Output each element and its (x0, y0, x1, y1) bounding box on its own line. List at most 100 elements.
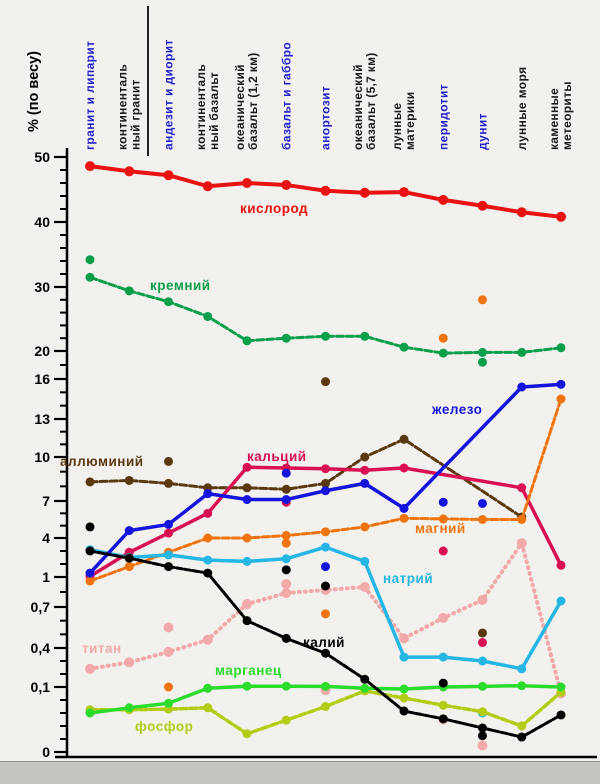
series-dot-калий (478, 723, 487, 733)
y-tick-label: 13 (34, 411, 50, 427)
series-dot-марганец (85, 708, 95, 718)
y-tick-label: 0,1 (31, 679, 51, 695)
category-label-line1: континенталь (115, 64, 129, 150)
series-dot-фосфор (478, 707, 487, 717)
series-dot-магний (556, 394, 566, 404)
series-label-титан: титан (82, 641, 122, 656)
y-tick-label: 0,7 (31, 599, 51, 615)
series-dot-магний (438, 514, 448, 524)
category-label: гранит и липарит (83, 41, 97, 150)
category-label-line2: базальт (1,2 км) (246, 52, 260, 150)
series-dot-фосфор (399, 693, 409, 703)
series-dot-кислород (556, 211, 566, 222)
category-label-line1: океанический (233, 64, 247, 150)
series-dot-натрий (203, 555, 213, 565)
series-label-марганец: марганец (215, 663, 282, 678)
series-label-магний: магний (415, 521, 466, 536)
series-dot-кислород (242, 178, 252, 188)
series-dot-аллюминий (399, 434, 409, 444)
series-dot-кальций (360, 465, 370, 475)
series-label-кислород: кислород (240, 201, 308, 216)
series-dot-титан (516, 538, 527, 549)
series-dot-кислород (320, 185, 331, 196)
scatter-dot-аллюминий (478, 628, 487, 638)
scatter-dot-магний (478, 295, 487, 305)
series-dot-кислород (124, 166, 135, 177)
series-dot-натрий (321, 542, 330, 552)
series-dot-магний (242, 533, 252, 543)
series-label-железо: железо (431, 402, 482, 417)
series-dot-магний (85, 576, 95, 586)
scatter-dot-титан (477, 740, 488, 751)
series-dot-калий (203, 568, 213, 578)
series-label-кремний: кремний (150, 278, 211, 293)
series-dot-кремний (556, 343, 566, 353)
series-label-фосфор: фосфор (135, 719, 193, 734)
series-dot-марганец (321, 681, 330, 691)
series-dot-кислород (516, 207, 527, 218)
series-dot-кремний (85, 272, 95, 282)
series-dot-кислород (477, 200, 488, 211)
scatter-dot-магний (164, 682, 173, 692)
series-dot-железо (281, 495, 291, 505)
bottom-gray-strip (0, 761, 600, 784)
series-dot-натрий (438, 652, 448, 662)
scatter-dot-магний (321, 609, 330, 619)
series-dot-магний (517, 515, 527, 524)
category-label-line2: ный гранит (128, 79, 142, 150)
scatter-dot-кремний (85, 255, 95, 265)
series-dot-титан (281, 588, 292, 598)
series-dot-марганец (478, 681, 487, 691)
series-label-кальций: кальций (247, 449, 307, 464)
category-label-line2: базальт (5,7 км) (364, 52, 378, 150)
series-dot-железо (124, 526, 134, 536)
series-dot-кальций (242, 462, 252, 472)
series-dot-кальций (399, 463, 409, 473)
scatter-dot-аллюминий (164, 456, 173, 466)
series-dot-магний (321, 527, 330, 537)
series-dot-кислород (438, 194, 449, 205)
series-dot-калий (360, 674, 370, 684)
series-dot-кальций (517, 483, 527, 493)
series-dot-магний (281, 531, 291, 541)
y-tick-label: 20 (34, 343, 50, 359)
category-label-line2: ный базальт (207, 72, 221, 150)
series-dot-аллюминий (360, 452, 370, 462)
y-tick-label: 10 (34, 449, 50, 465)
scatter-dot-кремний (478, 357, 487, 367)
y-tick-label: 4 (42, 530, 50, 546)
scatter-dot-калий (85, 522, 95, 532)
series-dot-титан (163, 646, 174, 657)
series-dot-железо (556, 379, 566, 389)
series-dot-кислород (281, 179, 292, 190)
series-dot-кремний (124, 286, 134, 296)
series-dot-магний (124, 562, 134, 572)
series-dot-аллюминий (85, 477, 95, 487)
series-dot-калий (124, 553, 134, 563)
y-tick-label: 50 (34, 149, 50, 165)
series-dot-титан (477, 595, 488, 605)
series-dot-кремний (281, 333, 291, 343)
scatter-dot-железо (281, 468, 291, 478)
scatter-dot-калий (281, 565, 291, 575)
series-label-натрий: натрий (383, 571, 433, 586)
series-dot-марганец (164, 698, 173, 708)
series-dot-натрий (281, 554, 291, 564)
series-dot-фосфор (242, 729, 252, 739)
series-dot-марганец (556, 682, 566, 692)
series-dot-марганец (242, 681, 252, 691)
category-label: анортозит (319, 86, 333, 150)
series-dot-кислород (359, 187, 370, 198)
series-dot-калий (438, 714, 448, 724)
series-dot-натрий (478, 656, 487, 666)
series-dot-магний (478, 515, 487, 524)
series-dot-магний (203, 533, 213, 543)
scatter-dot-железо (438, 497, 448, 507)
series-line-аллюминий (88, 437, 524, 519)
series-dot-калий (164, 562, 173, 572)
series-dot-калий (399, 706, 409, 716)
series-dot-кремний (242, 336, 252, 346)
category-label: базальт и габбро (279, 42, 293, 150)
series-dot-фосфор (321, 702, 330, 711)
